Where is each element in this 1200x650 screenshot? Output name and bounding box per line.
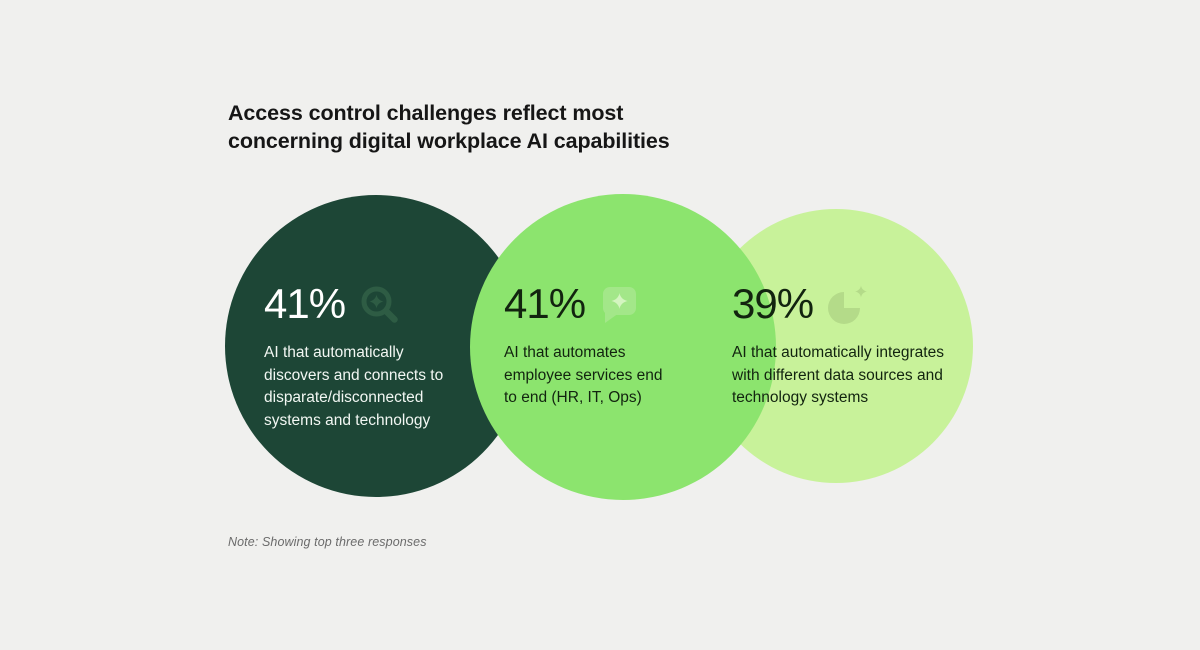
desc-line: AI that automates [504,344,626,361]
desc-line: disparate/disconnected [264,389,424,406]
desc-line: AI that automatically integrates [732,344,944,361]
desc-line: with different data sources and [732,366,943,384]
footnote: Note: Showing top three responses [228,535,427,549]
stat-row: 39% [732,283,944,325]
stat-block-discovers: 41% AI that automatically discovers and … [264,283,443,432]
pie-sparkle-icon [828,285,868,324]
stat-description: AI that automates employee services end … [504,342,663,410]
chart-title-line-2: concerning digital workplace AI capabili… [228,129,670,153]
stat-value: 41% [264,280,346,327]
bubble-automates [470,194,776,500]
chart-title-line-1: Access control challenges reflect most [228,101,624,125]
stat-description: AI that automatically discovers and conn… [264,342,443,432]
desc-line: to end (HR, IT, Ops) [504,389,642,406]
desc-line: discovers and connects to [264,366,444,384]
magnifier-sparkle-icon [361,286,398,323]
chat-sparkle-icon [603,287,637,323]
chart-title: Access control challenges reflect most c… [228,99,670,155]
stat-block-automates: 41% AI that automates employee services … [504,283,663,410]
stat-value: 41% [504,280,586,327]
desc-line: technology systems [732,389,869,406]
desc-line: AI that automatically [264,344,404,361]
stat-description: AI that automatically integrates with di… [732,342,944,410]
desc-line: systems and technology [264,411,431,429]
stat-row: 41% [504,283,663,325]
stat-block-integrates: 39% AI that automatically integrates wit… [732,283,944,410]
stat-value: 39% [732,280,814,327]
stat-row: 41% [264,283,443,325]
desc-line: employee services end [504,366,663,384]
